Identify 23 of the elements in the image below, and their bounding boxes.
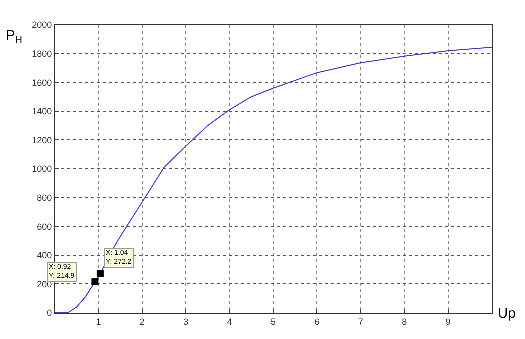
x-tick-label: 5: [270, 316, 276, 327]
y-tick-label: 2000: [32, 20, 52, 30]
x-tick-label: 1: [96, 316, 102, 327]
x-tick-label: 3: [184, 316, 189, 327]
x-tick-label: 4: [227, 316, 232, 327]
x-tick-label: 6: [314, 316, 320, 327]
x-tick-label: 7: [358, 316, 364, 327]
y-tick-label: 400: [37, 250, 52, 261]
y-tick-label: 200: [37, 279, 52, 290]
y-tick-label: 1800: [32, 48, 52, 59]
y-tick-label: 600: [37, 222, 52, 232]
y-tick-label: 1000: [32, 164, 52, 174]
y-axis-title: P$_{H}$: [6, 27, 22, 46]
x-axis-title: Up: [498, 305, 516, 321]
y-tick-label: 1600: [32, 78, 52, 88]
x-tick-label: 9: [446, 316, 451, 327]
x-tick-label: 2: [140, 316, 145, 327]
line-series: [55, 46, 492, 313]
y-tick-label: 800: [37, 192, 52, 203]
y-tick-label: 0: [47, 308, 52, 318]
y-tick-label: 1200: [32, 135, 52, 146]
x-tick-label: 8: [402, 316, 408, 327]
y-tick-label: 1400: [32, 106, 52, 117]
